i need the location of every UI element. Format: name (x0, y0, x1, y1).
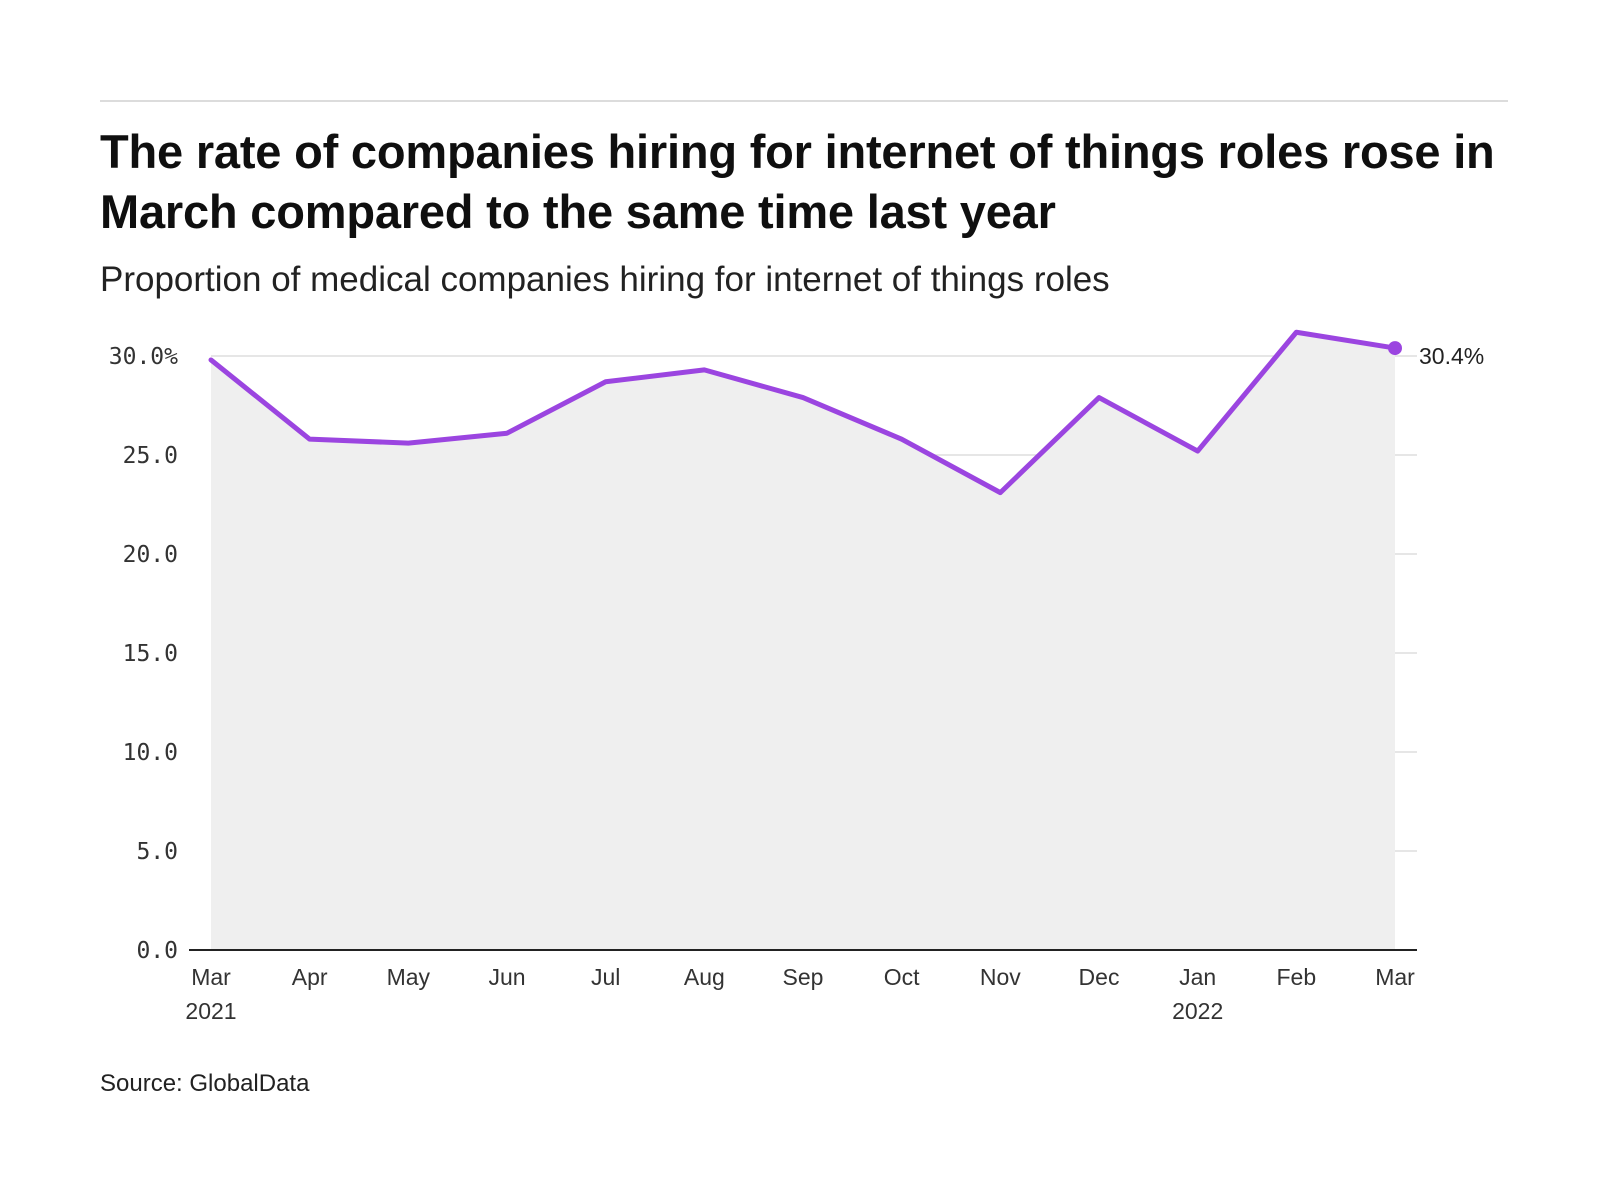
x-axis-ticks: Mar 2021 Apr May Jun Jul Aug Sep Oct Nov Dec Jan 202… (185, 964, 1415, 1024)
x-tick-label: Feb (1277, 964, 1317, 990)
end-value-label: 30.4% (1419, 343, 1484, 369)
x-tick-year-label: 2021 (185, 998, 236, 1024)
x-tick-label: Dec (1079, 964, 1120, 990)
source-note: Source: GlobalData (100, 1070, 310, 1097)
x-tick-label: Jun (488, 964, 525, 990)
x-tick-label: Mar (1375, 964, 1415, 990)
y-tick-label: 10.0 (123, 740, 178, 766)
x-tick-label: Mar (191, 964, 231, 990)
end-point-marker (1388, 341, 1402, 356)
x-tick-label: Apr (292, 964, 328, 990)
series-line (208, 329, 1398, 496)
x-tick-label: Jul (591, 964, 620, 990)
x-tick-label: Oct (884, 964, 920, 990)
x-tick-label: Nov (980, 964, 1021, 990)
y-tick-label: 20.0 (123, 542, 178, 568)
x-tick-label: Aug (684, 964, 725, 990)
y-tick-label: 0.0 (136, 938, 178, 964)
chart-title: The rate of companies hiring for interne… (100, 125, 1495, 238)
x-tick-label: May (387, 964, 431, 990)
y-tick-label: 15.0 (123, 641, 178, 667)
x-tick-label: Sep (783, 964, 824, 990)
y-tick-label: 25.0 (123, 443, 178, 469)
data-points (1388, 341, 1402, 356)
y-axis-ticks: 0.0 5.0 10.0 15.0 20.0 25.0 30.0% (109, 344, 178, 964)
y-tick-label: 30.0% (109, 344, 178, 370)
x-tick-year-label: 2022 (1172, 998, 1223, 1024)
x-tick-label: Jan (1179, 964, 1216, 990)
chart-subtitle: Proportion of medical companies hiring f… (100, 260, 1110, 299)
top-divider (100, 100, 1508, 102)
area-fill (211, 332, 1395, 950)
y-tick-label: 5.0 (136, 839, 178, 865)
